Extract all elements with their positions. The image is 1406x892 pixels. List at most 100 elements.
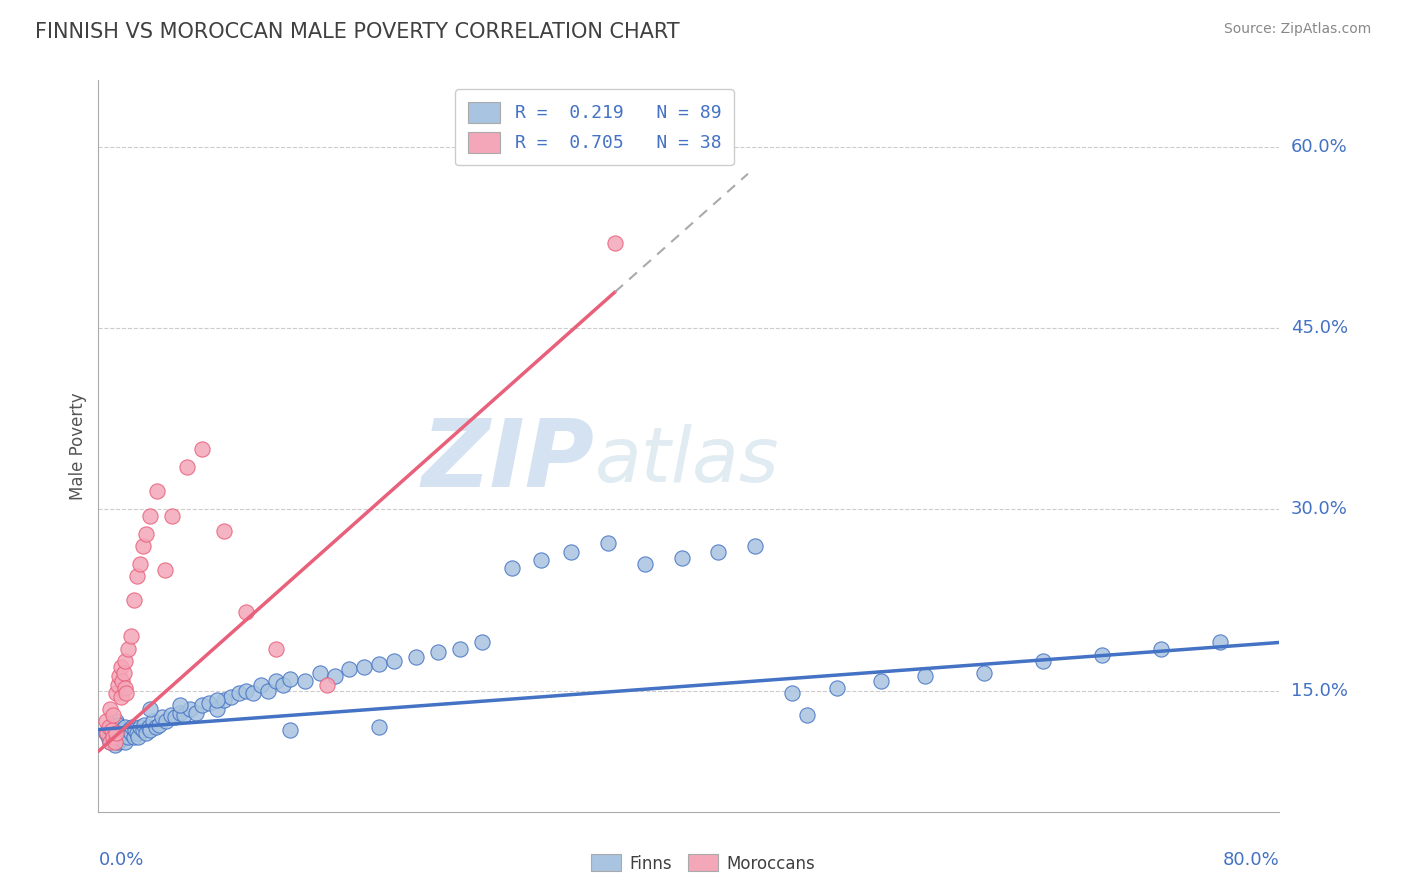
Point (368, 657, 391, 672)
Point (449, 641, 471, 656)
Point (142, 714, 165, 728)
Point (103, 730, 125, 744)
Point (124, 723, 146, 737)
Point (114, 681, 136, 696)
Point (973, 665, 995, 680)
Point (309, 665, 332, 680)
Point (235, 683, 257, 698)
Point (100, 720, 122, 734)
Point (139, 702, 162, 716)
Point (870, 674, 893, 689)
Point (427, 645, 450, 659)
Point (264, 674, 287, 689)
Point (744, 539, 766, 553)
Point (605, 236, 627, 251)
Point (98, 734, 121, 748)
Text: 15.0%: 15.0% (1291, 681, 1347, 700)
Point (111, 723, 134, 737)
Point (135, 526, 157, 541)
Point (212, 693, 235, 707)
Point (501, 560, 523, 574)
Point (105, 686, 128, 700)
Point (191, 698, 214, 713)
Point (139, 508, 162, 523)
Point (560, 545, 582, 559)
Point (198, 696, 221, 710)
Point (107, 734, 129, 748)
Point (179, 702, 201, 716)
Text: atlas: atlas (595, 424, 779, 498)
Point (176, 460, 198, 475)
Point (96, 726, 118, 740)
Point (122, 593, 145, 607)
Point (114, 654, 136, 668)
Text: 45.0%: 45.0% (1291, 319, 1348, 337)
Point (117, 641, 139, 656)
Point (94, 714, 117, 728)
Point (138, 720, 160, 734)
Point (112, 665, 135, 680)
Point (205, 693, 228, 707)
Point (111, 674, 134, 689)
Point (125, 726, 148, 740)
Point (382, 654, 405, 668)
Point (104, 738, 127, 752)
Point (139, 723, 162, 737)
Point (235, 605, 257, 619)
Legend: Finns, Moroccans: Finns, Moroccans (583, 847, 823, 880)
Point (155, 714, 177, 728)
Point (250, 678, 273, 692)
Point (107, 678, 129, 692)
Point (173, 708, 195, 723)
Point (257, 683, 280, 698)
Point (128, 557, 150, 571)
Point (782, 686, 804, 700)
Point (105, 726, 128, 740)
Point (114, 734, 136, 748)
Point (146, 484, 169, 499)
Point (1032, 654, 1054, 668)
Legend: R =  0.219   N = 89, R =  0.705   N = 38: R = 0.219 N = 89, R = 0.705 N = 38 (456, 89, 734, 165)
Point (280, 723, 302, 737)
Point (368, 720, 391, 734)
Point (530, 553, 553, 567)
Point (707, 545, 730, 559)
Point (169, 698, 191, 713)
Point (98, 702, 121, 716)
Point (125, 569, 148, 583)
Point (132, 723, 155, 737)
Text: 60.0%: 60.0% (1291, 137, 1347, 156)
Point (120, 629, 142, 643)
Point (110, 659, 132, 673)
Point (471, 635, 494, 649)
Text: 0.0%: 0.0% (98, 851, 143, 869)
Point (596, 536, 619, 550)
Point (1209, 635, 1232, 649)
Text: Source: ZipAtlas.com: Source: ZipAtlas.com (1223, 22, 1371, 37)
Point (103, 730, 125, 744)
Point (914, 669, 936, 683)
Point (162, 508, 183, 523)
Point (242, 686, 264, 700)
Point (135, 726, 157, 740)
Point (271, 678, 294, 692)
Point (405, 650, 427, 665)
Point (97, 720, 120, 734)
Point (316, 678, 339, 692)
Point (108, 669, 131, 683)
Point (115, 726, 138, 740)
Point (132, 539, 155, 553)
Point (264, 641, 287, 656)
Point (100, 723, 122, 737)
Point (134, 717, 156, 731)
Point (169, 706, 191, 720)
Point (1150, 641, 1173, 656)
Point (110, 732, 132, 747)
Point (105, 714, 128, 728)
Point (97, 732, 120, 747)
Y-axis label: Male Poverty: Male Poverty (69, 392, 87, 500)
Point (191, 442, 214, 456)
Point (127, 730, 149, 744)
Text: 80.0%: 80.0% (1223, 851, 1279, 869)
Point (1091, 648, 1114, 662)
